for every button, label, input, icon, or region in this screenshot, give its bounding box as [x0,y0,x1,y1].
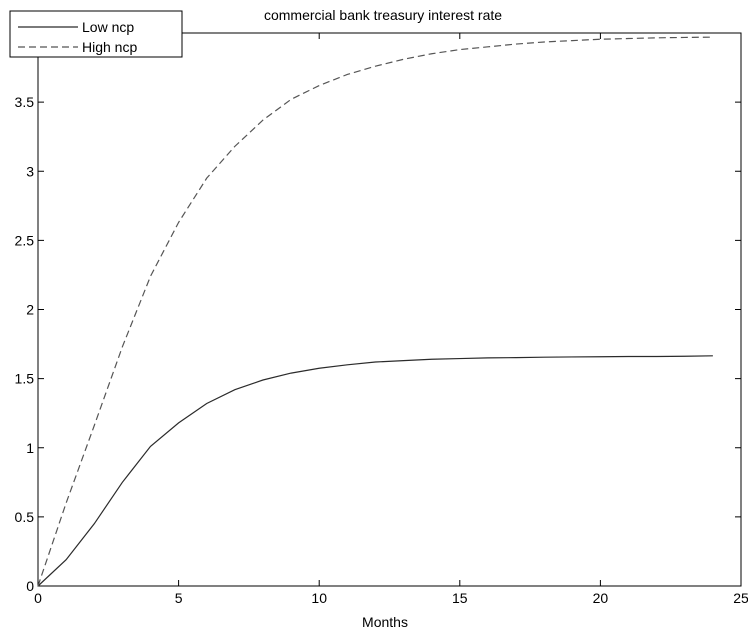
legend: Low ncp High ncp [9,10,183,58]
x-tick-label: 0 [34,590,42,606]
y-tick-label: 2 [26,302,34,318]
x-tick-label: 25 [733,590,748,606]
x-tick-label: 15 [452,590,468,606]
legend-label: Low ncp [82,19,134,35]
y-tick-label: 0 [26,578,34,594]
y-tick-label: 3 [26,163,34,179]
chart-title: commercial bank treasury interest rate [264,7,502,23]
x-tick-label: 10 [311,590,327,606]
y-tick-label: 1.5 [15,371,35,387]
x-tick-label: 5 [175,590,183,606]
y-tick-label: 0.5 [15,509,35,525]
legend-label: High ncp [82,39,137,55]
x-tick-label: 20 [593,590,609,606]
series-lines [37,36,713,587]
y-tick-label: 3.5 [15,94,35,110]
y-tick-label: 2.5 [15,232,35,248]
legend-box [9,10,183,58]
plot-area-frame [37,32,742,587]
series-line-high-ncp [37,36,713,587]
x-axis-label: Months [362,614,408,630]
y-tick-label: 1 [26,440,34,456]
series-line-low-ncp [37,355,713,587]
